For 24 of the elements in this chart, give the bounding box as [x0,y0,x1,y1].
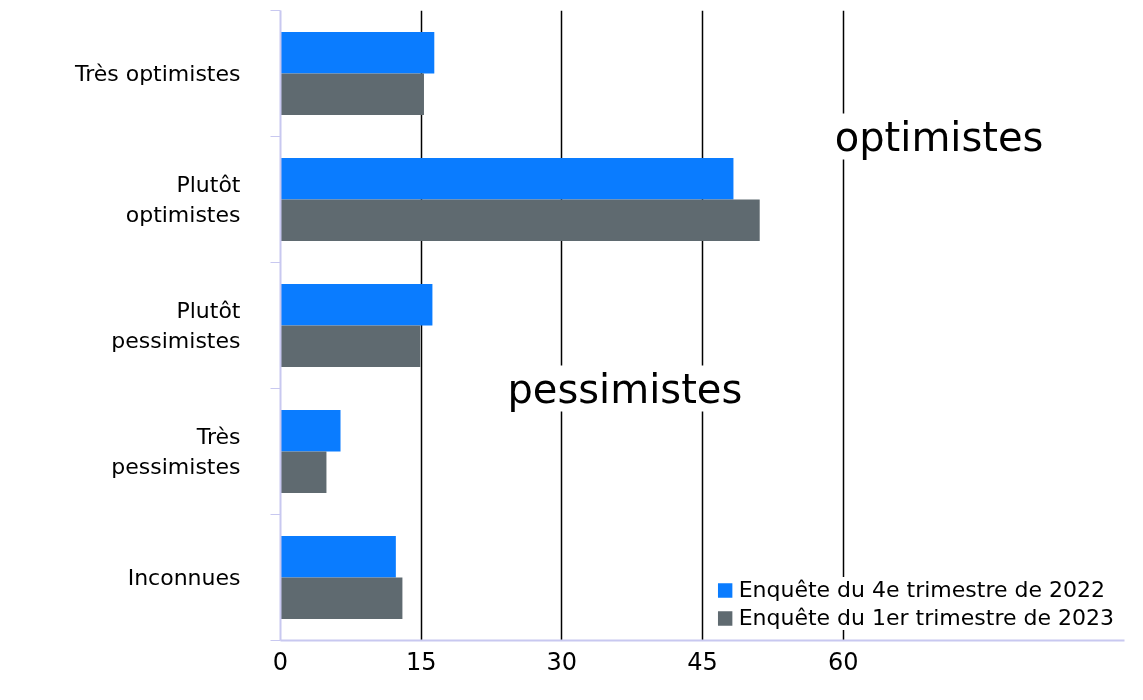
y-tick-label: Très optimistes [73,61,241,86]
bar [280,325,421,368]
bar [280,73,424,116]
x-tick-label: 60 [827,647,859,676]
x-tick-label: 30 [546,647,578,676]
legend-label: Enquête du 1er trimestre de 2023 [738,605,1114,630]
x-tick-label: 15 [405,647,437,676]
y-tick-label: Plutôt optimistes [125,172,241,227]
legend-label: Enquête du 4e trimestre de 2022 [738,577,1105,602]
bar [280,451,327,494]
bar [280,409,341,452]
bar [280,157,734,200]
bar [280,535,396,578]
y-tick-label: Très pessimistes [111,424,241,479]
x-tick-label: 0 [272,647,289,676]
annotation: optimistes [834,113,1044,160]
bar [280,577,403,620]
y-tick-label: Plutôt pessimistes [111,298,241,353]
x-tick-label: 45 [687,647,718,676]
bar [280,199,760,242]
y-tick-label: Inconnues [127,565,241,590]
annotation: pessimistes [507,365,743,412]
bar [280,283,433,326]
bar [280,31,435,74]
